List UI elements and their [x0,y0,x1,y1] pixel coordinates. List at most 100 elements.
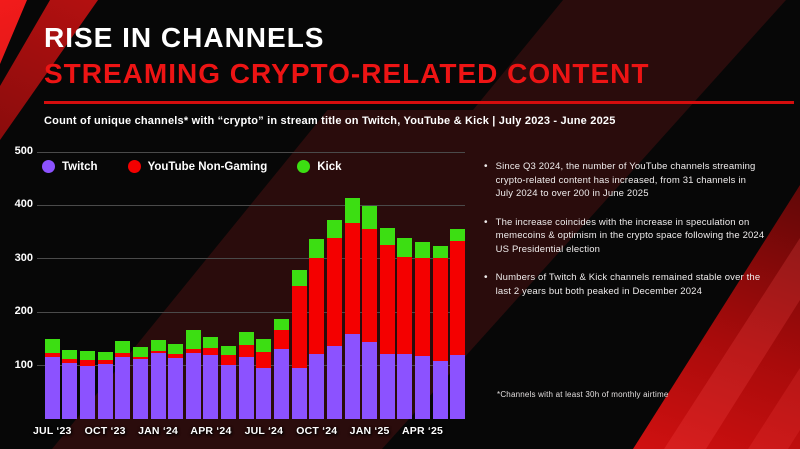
bar-jul-23 [44,339,60,419]
segment-youtube-non-gaming [362,228,378,343]
gridline-300 [37,258,465,260]
chart-legend: Twitch YouTube Non-Gaming Kick [42,160,342,173]
segment-kick [344,198,360,223]
segment-kick [432,246,448,259]
bar-aug-24 [273,318,289,419]
legend-item-kick: Kick [297,160,342,173]
bullet-item: • Since Q3 2024, the number of YouTube ch… [484,160,766,201]
segment-twitch [273,348,289,419]
segment-youtube-non-gaming [115,352,131,358]
x-axis-label-2: JAN ‘24 [138,425,179,437]
gridline-400 [37,204,465,206]
bar-mar-25 [397,237,413,419]
segment-youtube-non-gaming [432,258,448,362]
segment-twitch [44,357,60,419]
segment-youtube-non-gaming [62,359,78,364]
segment-youtube-non-gaming [379,244,395,354]
segment-youtube-non-gaming [97,359,113,364]
bar-dec-23 [132,347,148,419]
segment-twitch [132,358,148,419]
x-axis-label-3: APR ‘24 [190,425,232,437]
segment-twitch [432,361,448,419]
y-axis-label-100: 100 [14,358,33,371]
bar-dec-24 [344,198,360,419]
segment-youtube-non-gaming [344,222,360,334]
x-axis-label-6: JAN ‘25 [349,425,390,437]
segment-kick [379,227,395,245]
legend-label: Kick [317,160,342,173]
segment-kick [238,331,254,345]
bar-sep-24 [291,269,307,419]
segment-kick [115,340,131,353]
y-axis-label-200: 200 [14,305,33,318]
segment-youtube-non-gaming [185,348,201,354]
segment-kick [326,220,342,238]
segment-youtube-non-gaming [273,330,289,349]
segment-twitch [115,357,131,419]
segment-kick [132,347,148,357]
segment-twitch [344,333,360,419]
segment-youtube-non-gaming [450,241,466,355]
segment-twitch [185,353,201,419]
segment-youtube-non-gaming [44,352,60,358]
bar-mar-24 [185,330,201,419]
x-axis-label-7: APR ‘25 [401,425,444,437]
segment-twitch [203,355,219,419]
gridline-200 [37,311,465,313]
bar-may-25 [432,246,448,419]
legend-label: Twitch [62,160,98,173]
segment-youtube-non-gaming [168,354,184,359]
segment-youtube-non-gaming [203,348,219,356]
legend-label: YouTube Non-Gaming [147,160,268,173]
segment-kick [291,269,307,287]
bullet-item: • Numbers of Twitch & Kick channels remai… [484,271,766,298]
bar-nov-23 [115,340,131,419]
segment-twitch [97,364,113,419]
segment-youtube-non-gaming [326,238,342,347]
segment-kick [44,339,60,353]
segment-twitch [256,368,272,419]
bar-jun-24 [238,331,254,419]
x-axis-label-5: OCT ‘24 [296,425,338,437]
segment-youtube-non-gaming [238,344,254,358]
bar-oct-23 [97,351,113,419]
bar-may-24 [221,345,237,419]
bar-nov-24 [326,220,342,419]
segment-youtube-non-gaming [150,350,166,353]
y-axis-label-300: 300 [14,251,33,264]
segment-kick [97,351,113,360]
segment-youtube-non-gaming [80,359,96,366]
bullet-text: Since Q3 2024, the number of YouTube cha… [495,161,756,199]
legend-color-dot [297,160,311,173]
gridline-500 [37,151,465,153]
bullet-dot: • [484,161,488,172]
page-title-line1: RISE IN CHANNELS [44,22,325,53]
x-axis-label-0: JUL ‘23 [33,425,72,437]
segment-kick [273,318,289,331]
y-axis-label-400: 400 [14,198,33,211]
bar-jan-25 [362,206,378,419]
bullet-dot: • [484,216,488,228]
chart-plot-area [37,151,470,419]
segment-youtube-non-gaming [256,351,272,369]
segment-kick [185,330,201,349]
y-axis-label-500: 500 [14,145,33,157]
legend-item-twitch: Twitch [42,160,98,173]
segment-twitch [238,357,254,419]
segment-kick [221,345,237,355]
segment-youtube-non-gaming [132,356,148,359]
segment-twitch [450,354,466,419]
bar-feb-25 [379,227,395,419]
bullet-item: • The increase coincides with the increas… [484,216,766,257]
bar-oct-24 [309,239,325,419]
segment-twitch [379,353,395,419]
segment-twitch [62,363,78,419]
bar-jul-24 [256,338,272,419]
segment-kick [397,237,413,257]
stacked-bar-chart: 100 200 300 400 500 JUL ‘23 OCT ‘23 JAN ‘24 APR … [0,145,478,449]
segment-twitch [168,358,184,419]
bullet-text: The increase coincides with the increase… [495,216,765,255]
segment-twitch [397,354,413,419]
